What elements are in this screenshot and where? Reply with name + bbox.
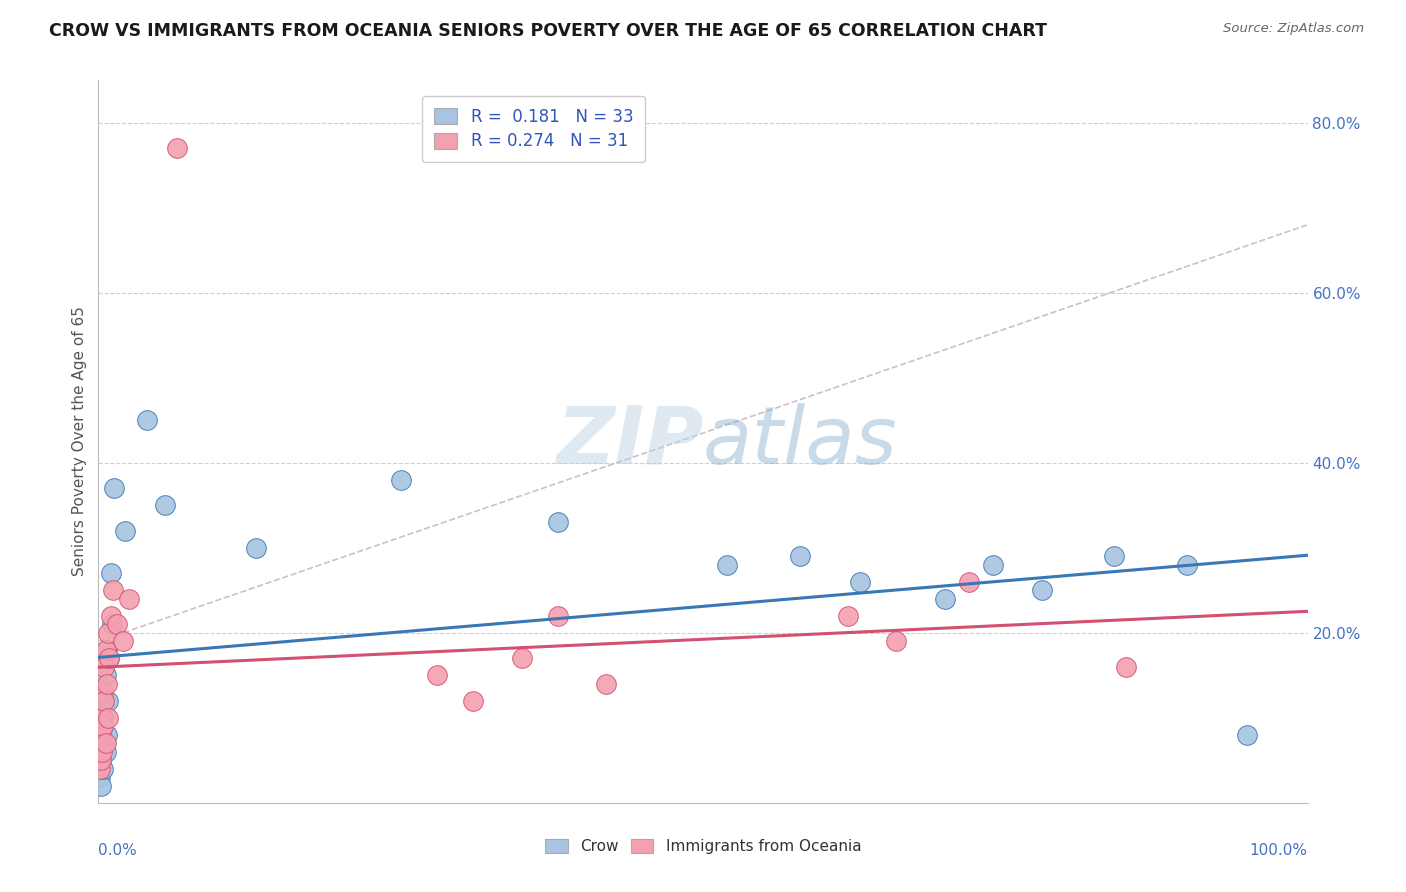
- Point: [94, 745, 117, 759]
- Point: [89, 745, 111, 759]
- Point: [389, 473, 412, 487]
- Point: [595, 677, 617, 691]
- Point: [153, 498, 176, 512]
- Point: [100, 566, 122, 581]
- Text: CROW VS IMMIGRANTS FROM OCEANIA SENIORS POVERTY OVER THE AGE OF 65 CORRELATION C: CROW VS IMMIGRANTS FROM OCEANIA SENIORS …: [49, 22, 1047, 40]
- Point: [97, 711, 120, 725]
- Point: [93, 694, 115, 708]
- Point: [957, 574, 980, 589]
- Point: [98, 651, 121, 665]
- Point: [100, 608, 122, 623]
- Legend: Crow, Immigrants from Oceania: Crow, Immigrants from Oceania: [538, 832, 868, 860]
- Point: [849, 574, 872, 589]
- Point: [90, 753, 112, 767]
- Point: [93, 736, 115, 750]
- Point: [981, 558, 1004, 572]
- Point: [1236, 728, 1258, 742]
- Point: [91, 711, 114, 725]
- Point: [1102, 549, 1125, 564]
- Text: 0.0%: 0.0%: [98, 843, 138, 857]
- Point: [93, 660, 115, 674]
- Point: [547, 516, 569, 530]
- Point: [96, 642, 118, 657]
- Point: [135, 413, 157, 427]
- Point: [98, 651, 121, 665]
- Text: ZIP: ZIP: [555, 402, 703, 481]
- Point: [114, 524, 136, 538]
- Point: [111, 634, 134, 648]
- Point: [91, 719, 114, 733]
- Point: [463, 694, 485, 708]
- Point: [91, 745, 114, 759]
- Point: [1115, 660, 1137, 674]
- Point: [93, 694, 115, 708]
- Point: [89, 762, 111, 776]
- Point: [94, 668, 117, 682]
- Point: [166, 141, 188, 155]
- Point: [96, 677, 118, 691]
- Point: [716, 558, 738, 572]
- Point: [94, 736, 117, 750]
- Point: [837, 608, 859, 623]
- Point: [1031, 583, 1053, 598]
- Point: [94, 642, 117, 657]
- Point: [90, 728, 112, 742]
- Point: [934, 591, 956, 606]
- Point: [96, 728, 118, 742]
- Point: [547, 608, 569, 623]
- Point: [90, 753, 112, 767]
- Text: Source: ZipAtlas.com: Source: ZipAtlas.com: [1223, 22, 1364, 36]
- Point: [90, 779, 112, 793]
- Point: [97, 625, 120, 640]
- Point: [103, 481, 125, 495]
- Point: [91, 685, 114, 699]
- Point: [245, 541, 267, 555]
- Text: 100.0%: 100.0%: [1250, 843, 1308, 857]
- Y-axis label: Seniors Poverty Over the Age of 65: Seniors Poverty Over the Age of 65: [72, 307, 87, 576]
- Point: [426, 668, 449, 682]
- Point: [789, 549, 811, 564]
- Point: [101, 583, 124, 598]
- Point: [886, 634, 908, 648]
- Text: atlas: atlas: [703, 402, 898, 481]
- Point: [105, 617, 128, 632]
- Point: [118, 591, 141, 606]
- Point: [510, 651, 533, 665]
- Point: [89, 770, 111, 784]
- Point: [91, 728, 114, 742]
- Point: [91, 745, 114, 759]
- Point: [97, 694, 120, 708]
- Point: [91, 711, 114, 725]
- Point: [1175, 558, 1198, 572]
- Point: [100, 617, 122, 632]
- Point: [91, 762, 114, 776]
